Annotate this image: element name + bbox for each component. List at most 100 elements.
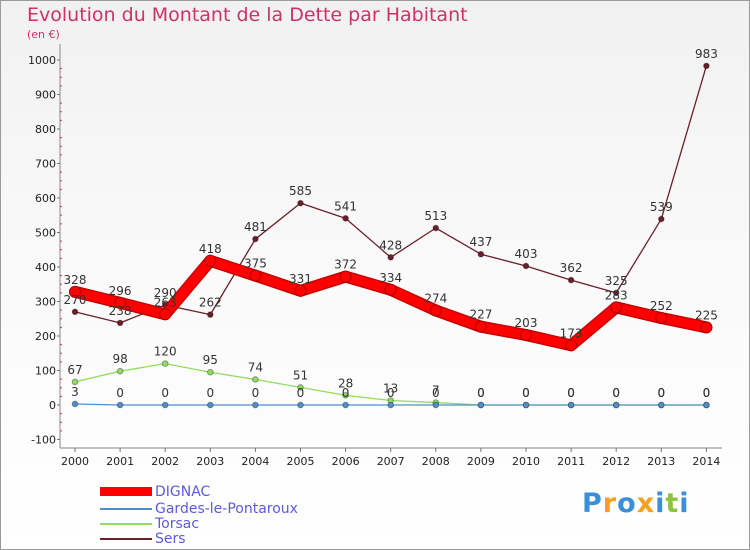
data-label-dignac: 252 (650, 299, 673, 313)
y-tick-label: 400 (35, 261, 56, 274)
data-point-dignac (204, 254, 217, 267)
data-label-dignac: 296 (109, 284, 132, 298)
data-label-gardes-le-pontaroux: 0 (522, 386, 530, 400)
data-point-gardes-le-pontaroux (297, 401, 304, 409)
data-label-dignac: 331 (289, 272, 312, 286)
data-point-dignac (249, 269, 262, 282)
data-label-gardes-le-pontaroux: 0 (567, 386, 575, 400)
data-point-dignac (429, 304, 442, 317)
data-label-torsac: 0 (657, 386, 665, 400)
data-label-gardes-le-pontaroux: 0 (432, 386, 440, 400)
data-label-gardes-le-pontaroux: 3 (71, 385, 79, 399)
data-label-dignac: 334 (379, 271, 402, 285)
x-tick-label: 2014 (692, 455, 720, 468)
data-point-gardes-le-pontaroux (612, 401, 620, 409)
data-point-gardes-le-pontaroux (432, 401, 440, 409)
logo-letter: x (636, 488, 656, 519)
data-point-dignac (700, 321, 713, 334)
data-label-gardes-le-pontaroux: 0 (703, 386, 711, 400)
data-label-sers: 481 (244, 220, 267, 234)
data-label-dignac: 203 (515, 316, 538, 330)
x-tick-label: 2005 (287, 455, 315, 468)
data-label-dignac: 227 (469, 308, 492, 322)
data-point-gardes-le-pontaroux (116, 401, 124, 409)
data-label-gardes-le-pontaroux: 0 (657, 386, 665, 400)
data-point-sers (297, 199, 304, 207)
data-label-dignac: 225 (695, 308, 718, 322)
data-point-gardes-le-pontaroux (207, 401, 214, 409)
data-point-gardes-le-pontaroux (658, 401, 665, 409)
data-label-torsac: 13 (383, 382, 398, 396)
data-label-torsac: 0 (477, 386, 485, 400)
data-label-dignac: 173 (560, 326, 583, 340)
data-label-sers: 513 (424, 209, 447, 223)
data-point-dignac (339, 270, 352, 283)
data-label-dignac: 274 (424, 291, 447, 305)
logo-letter: r (602, 488, 618, 519)
data-label-gardes-le-pontaroux: 0 (387, 386, 395, 400)
data-point-dignac (610, 301, 623, 314)
data-point-torsac (116, 367, 124, 375)
chart-title: Evolution du Montant de la Dette par Hab… (27, 4, 468, 26)
legend-swatch-dignac (100, 487, 152, 496)
chart-subtitle: (en €) (27, 28, 60, 41)
data-label-sers: 428 (379, 238, 402, 252)
data-point-gardes-le-pontaroux (522, 401, 530, 409)
data-point-gardes-le-pontaroux (567, 401, 575, 409)
data-label-sers: 362 (560, 261, 583, 275)
data-label-dignac: 263 (154, 295, 177, 309)
data-point-sers (658, 215, 665, 223)
data-point-dignac (294, 284, 307, 297)
x-tick-label: 2009 (467, 455, 495, 468)
data-point-gardes-le-pontaroux (342, 401, 349, 409)
data-label-torsac: 0 (612, 386, 620, 400)
data-point-gardes-le-pontaroux (387, 401, 395, 409)
data-label-dignac: 418 (199, 242, 222, 256)
x-tick-label: 2003 (196, 455, 224, 468)
data-point-sers (252, 235, 259, 243)
data-label-sers: 325 (605, 274, 628, 288)
data-label-gardes-le-pontaroux: 0 (477, 386, 485, 400)
data-label-sers: 539 (650, 200, 673, 214)
x-tick-label: 2004 (241, 455, 269, 468)
data-label-sers: 585 (289, 184, 312, 198)
y-tick-label: 1000 (28, 54, 56, 67)
data-label-dignac: 283 (605, 288, 628, 302)
data-label-torsac: 0 (522, 386, 530, 400)
data-point-torsac (207, 368, 214, 376)
proxiti-logo: Proxiti (582, 488, 690, 519)
data-point-sers (432, 224, 440, 232)
data-point-sers (522, 262, 530, 270)
data-label-sers: 290 (154, 286, 177, 300)
y-tick-label: 800 (35, 123, 56, 136)
data-point-gardes-le-pontaroux (703, 401, 710, 409)
logo-letter: i (679, 488, 690, 519)
data-label-gardes-le-pontaroux: 0 (206, 386, 214, 400)
data-label-torsac: 95 (203, 353, 218, 367)
data-point-dignac (520, 328, 532, 341)
y-tick-label: 300 (35, 296, 56, 309)
data-label-sers: 437 (469, 235, 492, 249)
data-label-torsac: 0 (703, 386, 711, 400)
data-label-sers: 983 (695, 47, 718, 61)
data-label-gardes-le-pontaroux: 0 (252, 386, 260, 400)
data-label-dignac: 375 (244, 257, 267, 271)
y-tick-label: 100 (35, 365, 56, 378)
data-point-sers (703, 62, 710, 70)
data-point-sers (116, 319, 124, 327)
x-tick-label: 2002 (151, 455, 179, 468)
data-label-torsac: 74 (248, 360, 263, 374)
data-point-dignac (159, 308, 172, 321)
data-label-sers: 238 (109, 304, 132, 318)
x-tick-label: 2007 (377, 455, 405, 468)
data-point-sers (612, 289, 620, 297)
data-label-torsac: 67 (67, 363, 82, 377)
x-tick-label: 2001 (106, 455, 134, 468)
logo-letter: P (582, 488, 603, 519)
data-point-torsac (252, 376, 259, 383)
x-tick-label: 2000 (61, 455, 89, 468)
y-tick-label: 0 (49, 399, 56, 412)
x-tick-label: 2013 (647, 455, 675, 468)
y-tick-label: -100 (31, 434, 56, 447)
